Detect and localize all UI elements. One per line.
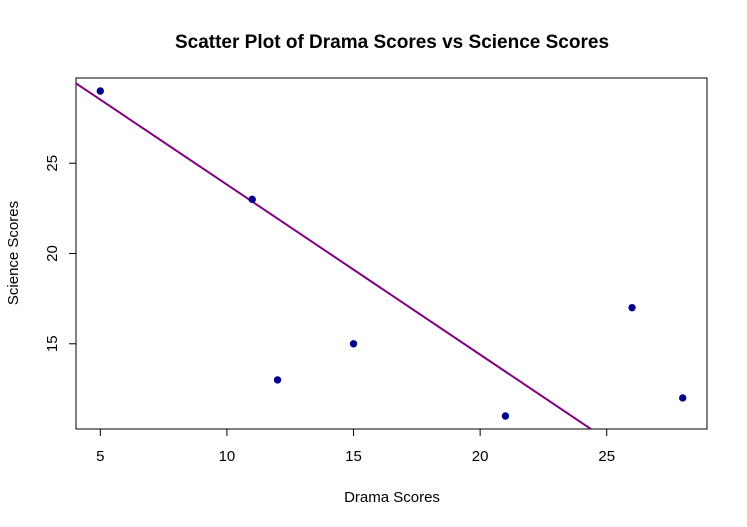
y-axis: 15 20 25 [44, 155, 77, 352]
plot-frame [75, 77, 708, 430]
x-axis-label: Drama Scores [344, 489, 440, 506]
x-tick-label: 25 [598, 448, 615, 465]
data-point [678, 394, 687, 402]
data-point [273, 376, 282, 384]
data-point [349, 340, 358, 348]
data-point [628, 303, 636, 312]
chart-title: Scatter Plot of Drama Scores vs Science … [175, 32, 609, 53]
x-tick-label: 5 [96, 448, 104, 465]
y-axis-label: Science Scores [5, 201, 22, 305]
y-tick-label: 15 [44, 335, 61, 352]
x-tick-label: 15 [345, 448, 362, 465]
x-axis: 5 10 15 20 25 [96, 428, 615, 465]
y-tick-label: 20 [44, 245, 61, 262]
data-point [96, 87, 105, 95]
plot-area [76, 82, 593, 429]
x-tick-label: 10 [219, 448, 236, 465]
x-tick-label: 20 [472, 448, 489, 465]
regression-line [76, 82, 593, 429]
data-point [248, 195, 256, 204]
y-tick-label: 25 [44, 155, 61, 172]
data-point [501, 412, 510, 420]
